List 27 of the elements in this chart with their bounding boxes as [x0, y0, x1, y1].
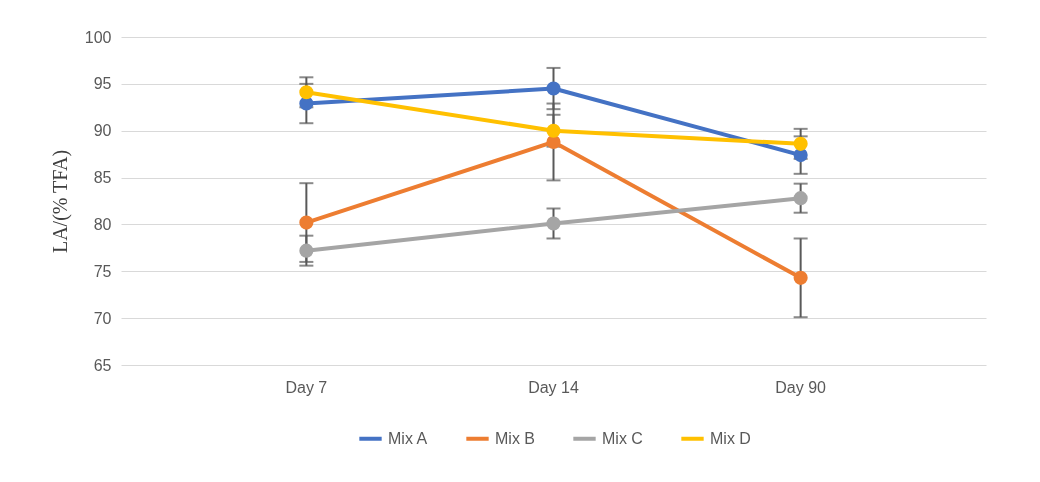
point — [546, 134, 561, 150]
y-tick-label: 100 — [84, 28, 112, 46]
y-tick-label: 90 — [93, 122, 112, 140]
y-axis-title: LA/(% TFA) — [48, 149, 72, 254]
y-tick-label: 85 — [93, 169, 112, 187]
point — [546, 216, 561, 231]
point — [793, 136, 808, 151]
point — [299, 243, 314, 258]
y-tick-label: 70 — [93, 309, 112, 327]
x-tick-label: Day 90 — [775, 378, 827, 396]
y-tick-label: 65 — [93, 356, 112, 374]
x-tick-label: Day 7 — [285, 378, 328, 396]
legend-label: Mix B — [495, 429, 535, 447]
point — [793, 148, 808, 163]
y-tick-label: 95 — [93, 75, 112, 93]
x-tick-label: Day 14 — [528, 378, 579, 396]
point — [546, 123, 561, 138]
point — [299, 85, 314, 100]
legend-label: Mix A — [388, 429, 428, 447]
legend-label: Mix D — [710, 429, 751, 447]
point — [299, 215, 314, 230]
point — [793, 270, 808, 285]
y-tick-label: 80 — [93, 215, 112, 233]
legend-label: Mix C — [602, 429, 643, 447]
y-tick-label: 75 — [93, 262, 112, 280]
point — [793, 191, 808, 206]
point — [546, 81, 561, 96]
